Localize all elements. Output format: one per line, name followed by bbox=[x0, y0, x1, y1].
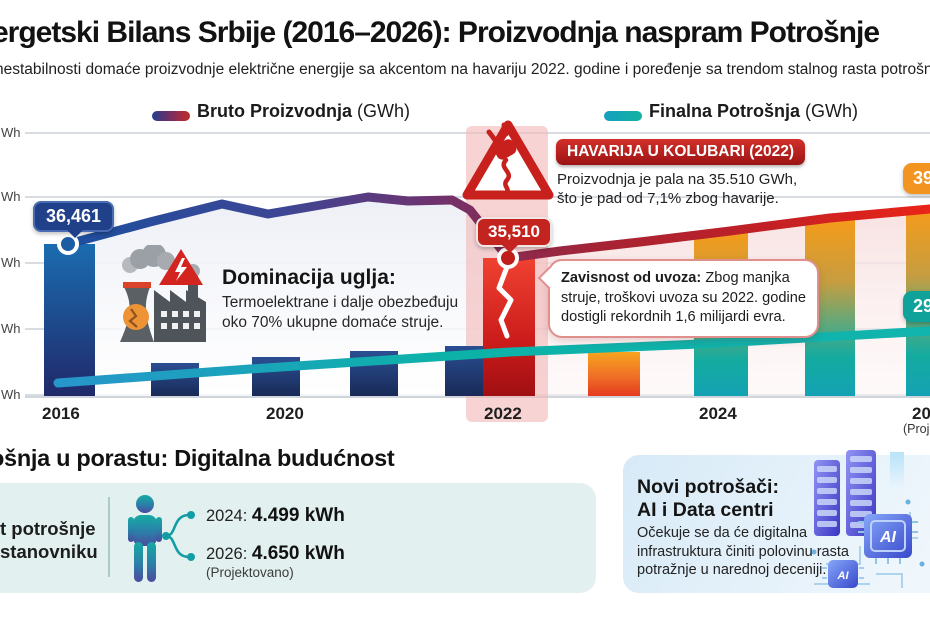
datacenters-body-line1: Očekuje se da će digitalna bbox=[637, 525, 808, 541]
y-tick: Wh bbox=[1, 255, 21, 270]
page-subtitle: nestabilnosti domaće proizvodnje elektri… bbox=[0, 61, 930, 78]
per-capita-2024-row: 2024: 4.499 kWh bbox=[206, 505, 345, 527]
callout-production-2026: 39 bbox=[903, 163, 930, 194]
legend-production-label: Bruto Proizvodnja bbox=[197, 101, 353, 121]
imports-line1-rest: Zbog manjka bbox=[701, 270, 790, 286]
x-tick-2020: 2020 bbox=[266, 404, 304, 423]
legend-production: Bruto Proizvodnja (GWh) bbox=[197, 101, 410, 122]
datacenters-heading-line1: Novi potrošači: bbox=[637, 476, 779, 498]
panel-divider bbox=[108, 497, 110, 577]
per-capita-label: t potrošnje stanovniku bbox=[0, 517, 98, 563]
havaria-badge: HAVARIJA U KOLUBARI (2022) bbox=[556, 139, 806, 165]
y-tick: Wh bbox=[1, 125, 21, 140]
callout-consumption-2026: 29 bbox=[903, 291, 930, 322]
ai-chip-label: AI bbox=[879, 529, 897, 546]
ai-chip-icon: AI bbox=[858, 514, 918, 564]
imports-line1: Zavisnost od uvoza: Zbog manjka bbox=[561, 269, 806, 289]
coal-line1: Termoelektrane i dalje obezbeđuju bbox=[222, 294, 459, 311]
per-capita-panel bbox=[0, 483, 596, 593]
bar-2022-accident bbox=[483, 258, 535, 396]
x-tick-2016: 2016 bbox=[42, 404, 80, 423]
y-tick: Wh bbox=[1, 321, 21, 336]
legend-consumption-label: Finalna Potrošnja bbox=[649, 101, 801, 121]
coal-heading: Dominacija uglja: bbox=[222, 266, 396, 289]
person-icon bbox=[128, 495, 162, 582]
callout-production-2016: 36,461 bbox=[33, 201, 115, 238]
per-capita-2024-value: 4.499 kWh bbox=[251, 505, 345, 526]
bar-2023 bbox=[588, 352, 640, 396]
server-rack-icon: AI AI bbox=[811, 450, 925, 588]
page-title: ergetski Bilans Srbije (2016–2026): Proi… bbox=[0, 16, 880, 49]
x-tick-2022: 2022 bbox=[484, 404, 522, 423]
imports-lead: Zavisnost od uvoza: bbox=[561, 270, 702, 286]
coal-line2: oko 70% ukupne domaće struje. bbox=[222, 314, 444, 331]
per-capita-2024-year: 2024: bbox=[206, 507, 252, 525]
datacenters-body-line3: potražnje u narednoj deceniji. bbox=[637, 562, 827, 578]
legend-production-unit: (GWh) bbox=[352, 101, 411, 121]
per-capita-2026-year: 2026: bbox=[206, 545, 252, 563]
datacenters-heading-line2: AI i Data centri bbox=[637, 499, 774, 521]
consumption-trend-line bbox=[53, 326, 930, 388]
x-tick-2026-note: (Projektovano) bbox=[903, 422, 930, 436]
imports-line2: struje, troškovi uvoza su 2022. godine bbox=[561, 289, 806, 306]
per-capita-2026-value: 4.650 kWh bbox=[251, 543, 345, 564]
havaria-line1: Proizvodnja je pala na 35.510 GWh, bbox=[557, 171, 798, 188]
x-tick-2026: 2026 bbox=[912, 404, 930, 423]
bracket-connector-icon bbox=[162, 511, 195, 561]
datacenters-heading: Novi potrošači: AI i Data centri bbox=[637, 476, 779, 522]
production-line-swatch-icon bbox=[152, 111, 190, 121]
electrical-hazard-icon bbox=[462, 120, 554, 200]
per-capita-2026-row: 2026: 4.650 kWh bbox=[206, 543, 345, 565]
production-area-fill bbox=[68, 197, 508, 396]
ai-chip-small-label: AI bbox=[837, 570, 850, 582]
imports-callout: Zavisnost od uvoza: Zbog manjka struje, … bbox=[548, 259, 819, 338]
production-trend-line bbox=[63, 192, 930, 263]
legend-consumption: Finalna Potrošnja (GWh) bbox=[649, 101, 858, 122]
per-capita-2026-note: (Projektovano) bbox=[206, 565, 294, 580]
bar-2016 bbox=[44, 244, 95, 396]
legend-consumption-unit: (GWh) bbox=[800, 101, 859, 121]
crack-icon bbox=[496, 264, 514, 339]
ai-chip-small-icon: AI bbox=[822, 560, 864, 588]
datacenters-body: Očekuje se da će digitalna infrastruktur… bbox=[637, 524, 849, 580]
havaria-line2: što je pad od 7,1% zbog havarije. bbox=[557, 190, 779, 207]
growth-heading: ošnja u porastu: Digitalna budućnost bbox=[0, 445, 395, 471]
x-tick-2024: 2024 bbox=[699, 404, 737, 423]
datacenters-body-line2: infrastruktura činiti polovinu rasta bbox=[637, 543, 849, 560]
y-tick: Wh bbox=[1, 387, 21, 402]
imports-line3: dostigli rekordnih 1,6 milijardi evra. bbox=[561, 309, 786, 325]
per-capita-label-line2: stanovniku bbox=[0, 541, 98, 562]
power-plant-icon bbox=[120, 245, 206, 342]
per-capita-label-line1: t potrošnje bbox=[0, 518, 96, 539]
callout-production-2022: 35,510 bbox=[476, 217, 552, 253]
y-tick: Wh bbox=[1, 189, 21, 204]
consumption-line-swatch-icon bbox=[604, 111, 642, 121]
